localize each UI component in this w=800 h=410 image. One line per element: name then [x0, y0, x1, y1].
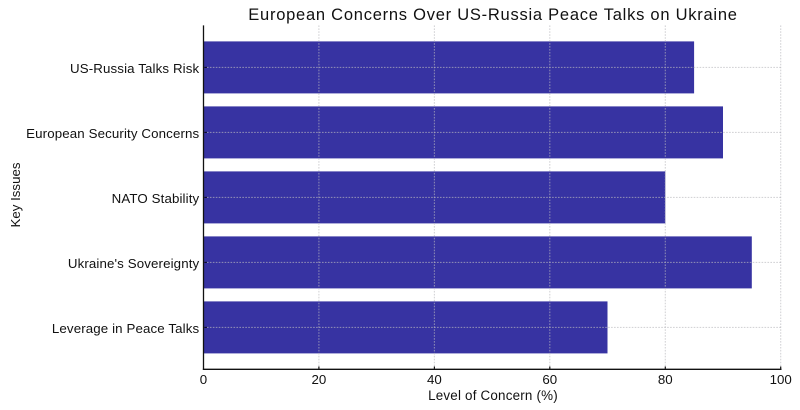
svg-text:80: 80 — [658, 372, 673, 387]
svg-text:0: 0 — [200, 372, 207, 387]
svg-text:100: 100 — [770, 372, 792, 387]
svg-text:Ukraine's Sovereignty: Ukraine's Sovereignty — [68, 256, 200, 271]
svg-text:Leverage in Peace Talks: Leverage in Peace Talks — [52, 321, 200, 336]
svg-text:European Concerns Over US-Russ: European Concerns Over US-Russia Peace T… — [248, 6, 737, 24]
svg-text:Level of Concern (%): Level of Concern (%) — [428, 388, 558, 403]
svg-text:European Security Concerns: European Security Concerns — [26, 126, 199, 141]
svg-text:NATO Stability: NATO Stability — [112, 191, 200, 206]
svg-text:US-Russia Talks Risk: US-Russia Talks Risk — [70, 61, 199, 76]
svg-text:20: 20 — [312, 372, 327, 387]
svg-text:Key Issues: Key Issues — [8, 162, 23, 227]
svg-text:60: 60 — [542, 372, 557, 387]
svg-text:40: 40 — [427, 372, 442, 387]
